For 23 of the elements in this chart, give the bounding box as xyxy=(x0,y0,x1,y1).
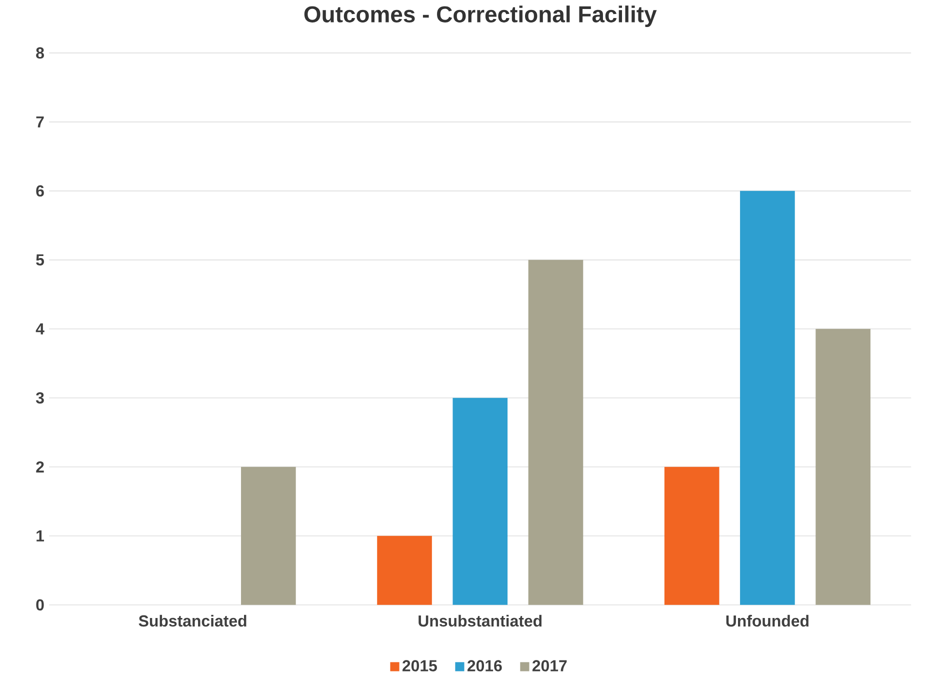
bar xyxy=(664,466,720,605)
chart-title: Outcomes - Correctional Facility xyxy=(304,6,657,27)
y-tick-label: 6 xyxy=(36,185,44,197)
y-tick-label: 1 xyxy=(36,530,44,542)
y-tick-label: 0 xyxy=(36,599,44,610)
legend-label: 2015 xyxy=(402,660,437,672)
bar xyxy=(740,190,795,605)
y-tick-label: 7 xyxy=(36,116,44,128)
bar xyxy=(816,328,870,605)
x-tick-label: Unsubstantiated xyxy=(418,614,542,627)
bar xyxy=(241,466,296,605)
y-tick-label: 5 xyxy=(36,254,44,266)
y-tick-label: 2 xyxy=(36,461,44,472)
y-tick-label: 4 xyxy=(36,323,44,334)
legend-label: 2017 xyxy=(532,660,567,672)
bar xyxy=(528,260,584,605)
legend-label: 2016 xyxy=(467,660,502,672)
x-tick-label: Unfounded xyxy=(726,614,808,627)
x-tick-label: Substanciated xyxy=(138,614,246,627)
y-tick-label: 3 xyxy=(36,392,44,404)
bar xyxy=(377,536,432,605)
y-tick-label: 8 xyxy=(36,47,44,59)
bar xyxy=(452,398,508,605)
